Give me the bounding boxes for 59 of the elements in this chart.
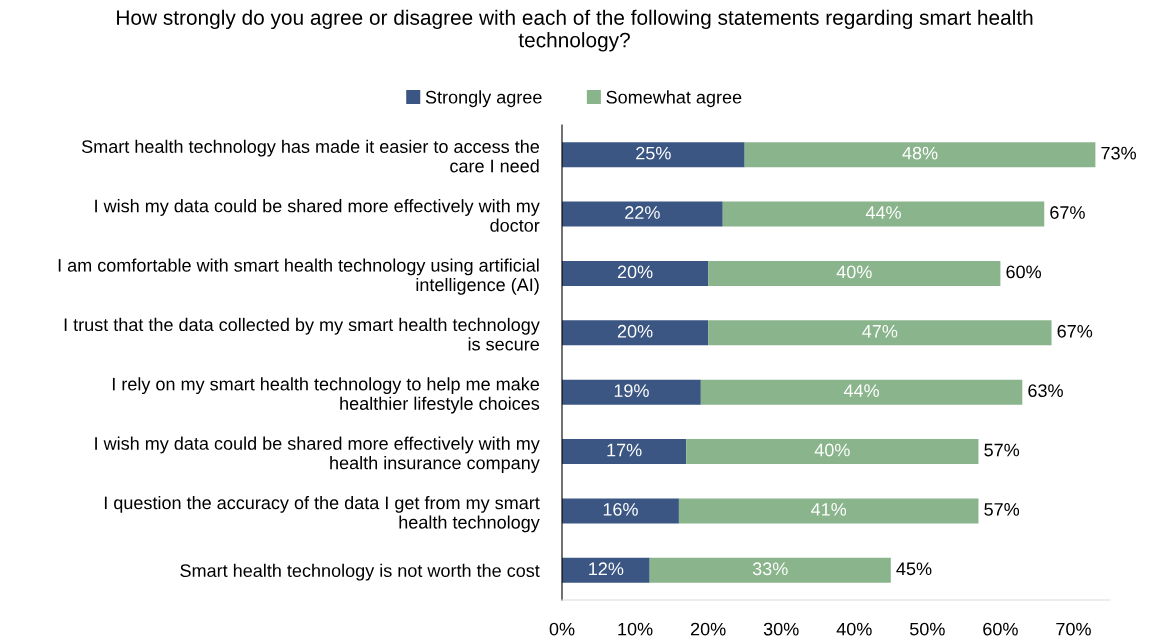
data-label: 16% (603, 503, 638, 516)
y-tick-label: I wish my data could be shared more effectively with my doctor (95, 199, 540, 232)
x-tick-label: 10% (618, 622, 653, 636)
data-label: 48% (902, 146, 938, 160)
total-label: 63% (1028, 384, 1063, 398)
data-label: 19% (614, 384, 649, 398)
data-label: 44% (865, 206, 901, 219)
data-label: 20% (617, 324, 653, 338)
data-label: 44% (843, 384, 879, 397)
chart-title: How strongly do you agree or disagree with each of the following statements regarding smart health technology? (117, 9, 1033, 52)
legend-label: Strongly agree (425, 90, 542, 108)
bar (678, 498, 979, 524)
x-tick-label: 0% (549, 622, 575, 636)
data-label: 47% (862, 324, 898, 338)
data-label: 40% (814, 443, 850, 457)
bar (562, 379, 701, 405)
data-label: 33% (752, 562, 788, 576)
x-tick-label: 40% (836, 622, 872, 636)
bar (722, 201, 1045, 227)
bar (708, 260, 1001, 286)
total-label: 67% (1057, 324, 1093, 338)
data-label: 41% (811, 503, 847, 516)
data-label: 20% (617, 265, 653, 279)
total-label: 73% (1101, 146, 1136, 160)
x-tick-label: 50% (909, 622, 945, 636)
bar (708, 320, 1052, 346)
total-label: 57% (984, 443, 1020, 457)
bar (562, 320, 709, 346)
y-tick-label: Smart health technology is not worth the cost (180, 563, 540, 581)
x-tick-label: 70% (1056, 622, 1091, 636)
bar (562, 201, 723, 227)
bar (686, 439, 979, 465)
data-label: 40% (836, 265, 872, 279)
bar (700, 379, 1023, 405)
total-label: 67% (1050, 206, 1085, 219)
y-tick-label: I wish my data could be shared more effectively with my health insurance company (95, 436, 540, 473)
data-label: 17% (607, 443, 642, 457)
bar (649, 557, 891, 583)
y-tick-label: Smart health technology has made it easier to access the care I need (81, 139, 540, 173)
x-tick-label: 60% (983, 622, 1018, 636)
data-label: 12% (589, 562, 624, 576)
x-tick-label: 30% (763, 622, 799, 636)
y-tick-label: I trust that the data collected by my smart health technology is secure (64, 317, 540, 351)
x-tick-label: 20% (690, 622, 726, 636)
total-label: 45% (896, 562, 932, 576)
y-tick-label: I rely on my smart health technology to help me make healthier lifestyle choices (112, 377, 540, 414)
total-label: 57% (984, 503, 1020, 516)
legend-label: Somewhat agree (606, 90, 742, 108)
data-label: 22% (625, 206, 660, 219)
bar (562, 498, 679, 524)
bar (562, 439, 687, 465)
y-tick-label: I question the accuracy of the data I get from my smart health technology (104, 495, 540, 533)
total-label: 60% (1006, 265, 1042, 279)
bar (562, 142, 745, 168)
bar (744, 142, 1096, 168)
bar (562, 260, 709, 286)
data-label: 25% (636, 146, 671, 160)
bar (562, 557, 650, 583)
y-tick-label: I am comfortable with smart health technology using artificial intelligence (AI) (58, 258, 539, 295)
